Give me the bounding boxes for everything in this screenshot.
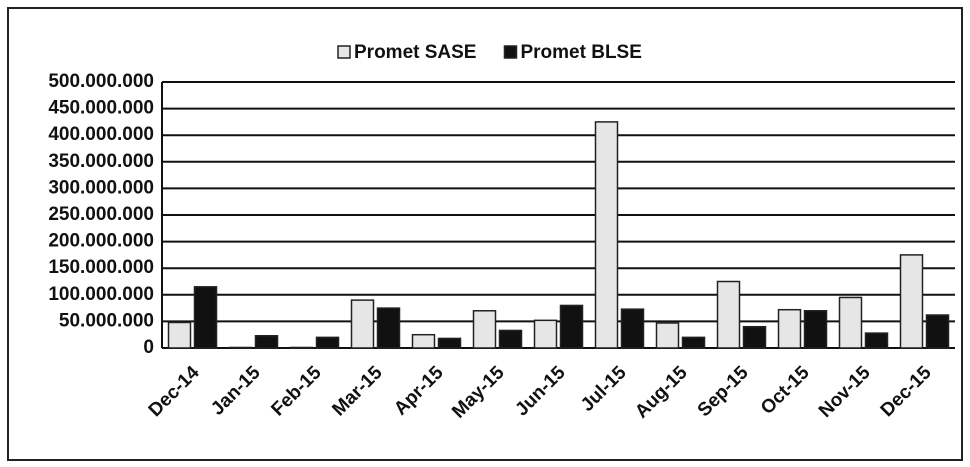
bar [498, 329, 523, 349]
y-tick-label: 100.000.000 [48, 284, 154, 305]
bar [350, 299, 375, 349]
bar [777, 308, 802, 349]
legend-swatch [503, 45, 518, 59]
bar [655, 322, 680, 349]
legend-swatch [337, 45, 351, 59]
bar [315, 336, 340, 349]
y-tick-label: 300.000.000 [48, 177, 154, 198]
bar [864, 332, 889, 349]
y-tick-label: 350.000.000 [48, 151, 154, 172]
chart-border [7, 7, 963, 461]
bar [620, 308, 645, 349]
bar [533, 319, 558, 349]
bar [716, 280, 741, 349]
bar [559, 304, 584, 349]
bar [838, 296, 863, 349]
bar [803, 310, 828, 349]
y-tick-label: 0 [143, 337, 154, 358]
bar [681, 336, 706, 349]
y-tick-label: 50.000.000 [59, 310, 154, 331]
y-tick-label: 400.000.000 [48, 124, 154, 145]
bar [742, 325, 767, 349]
bar [411, 333, 436, 349]
bar [228, 346, 253, 349]
bar [437, 337, 462, 349]
bar [193, 286, 218, 349]
bar [925, 314, 950, 349]
y-tick-label: 250.000.000 [48, 204, 154, 225]
bar [167, 321, 192, 349]
bar [594, 121, 619, 349]
y-tick-label: 500.000.000 [48, 71, 154, 92]
y-tick-label: 150.000.000 [48, 257, 154, 278]
bar [376, 307, 401, 349]
bar [472, 310, 497, 349]
legend-label: Promet SASE [354, 42, 476, 63]
y-tick-label: 200.000.000 [48, 231, 154, 252]
bar [289, 346, 314, 349]
bar [899, 254, 924, 349]
y-tick-label: 450.000.000 [48, 98, 154, 119]
bar [254, 335, 279, 349]
legend-label: Promet BLSE [520, 42, 641, 63]
